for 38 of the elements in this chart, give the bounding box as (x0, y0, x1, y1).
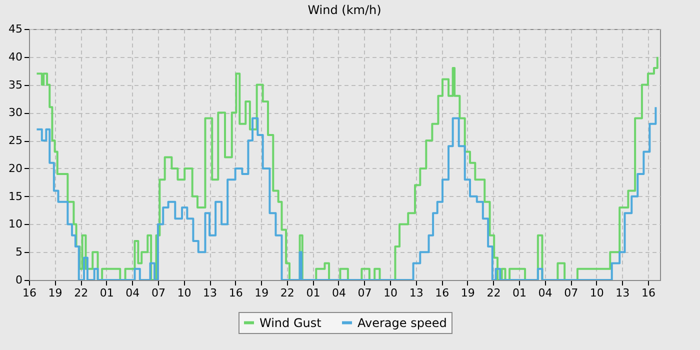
y-tick-label: 45 (8, 22, 22, 36)
x-tick-label: 04 (332, 286, 346, 300)
x-tick-label: 19 (460, 286, 475, 300)
x-tick-label: 22 (486, 286, 501, 300)
x-tick-label: 16 (228, 286, 243, 300)
x-tick-label: 13 (409, 286, 424, 300)
y-tick-label: 30 (8, 106, 22, 120)
x-tick-label: 16 (641, 286, 656, 300)
y-tick-label: 35 (8, 78, 22, 92)
x-tick-label: 10 (177, 286, 192, 300)
y-tick-label: 25 (8, 134, 22, 148)
x-tick-label: 01 (100, 286, 114, 300)
y-tick-label: 0 (16, 274, 22, 286)
x-tick-label: 13 (203, 286, 218, 300)
x-tick-label: 22 (74, 286, 88, 300)
x-tick-label: 01 (512, 286, 527, 300)
x-tick-label: 07 (358, 286, 372, 300)
x-tick-label: 04 (126, 286, 140, 300)
x-tick-label: 07 (151, 286, 166, 300)
y-tick-label: 15 (8, 190, 22, 203)
chart-title: Wind (km/h) (308, 3, 382, 17)
x-tick-label: 19 (254, 286, 269, 300)
x-tick-label: 19 (48, 286, 62, 300)
y-tick-label: 10 (8, 218, 22, 231)
x-tick-label: 22 (280, 286, 294, 300)
x-tick-label: 07 (564, 286, 578, 300)
legend-label: Average speed (358, 316, 447, 330)
x-tick-label: 13 (616, 286, 630, 300)
x-tick-label: 16 (435, 286, 450, 300)
x-tick-label: 04 (538, 286, 552, 300)
x-tick-label: 01 (306, 286, 320, 300)
y-tick-label: 40 (8, 50, 22, 64)
legend-label: Wind Gust (260, 316, 322, 330)
x-tick-label: 10 (590, 286, 604, 300)
y-tick-label: 20 (8, 162, 22, 175)
y-tick-label: 5 (16, 246, 22, 259)
x-tick-label: 10 (384, 286, 398, 300)
x-tick-label: 16 (22, 286, 36, 300)
